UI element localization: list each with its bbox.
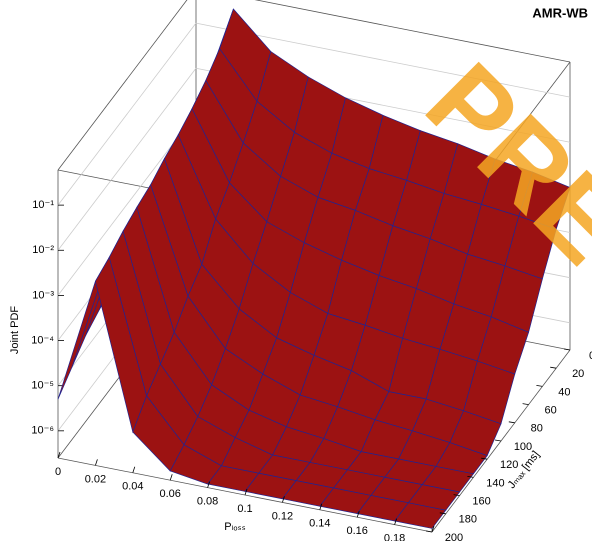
x-tick-label: 0.14 bbox=[309, 518, 330, 530]
x-tick-label: 0.16 bbox=[346, 525, 367, 537]
y-tick bbox=[563, 348, 571, 351]
grid-line bbox=[195, 22, 571, 98]
z-tick-label: 10⁻¹ bbox=[32, 199, 54, 211]
y-tick-label: 20 bbox=[572, 368, 584, 380]
x-tick-label: 0.06 bbox=[159, 488, 180, 500]
y-tick-label: 40 bbox=[558, 386, 570, 398]
y-tick bbox=[425, 530, 433, 533]
y-tick-label: 140 bbox=[486, 477, 504, 489]
surface bbox=[57, 8, 571, 529]
y-tick-label: 100 bbox=[514, 441, 532, 453]
x-tick bbox=[169, 474, 173, 481]
x-tick bbox=[282, 496, 285, 503]
y-tick-label: 60 bbox=[544, 405, 556, 417]
x-tick bbox=[431, 525, 435, 533]
x-tick-label: 0.08 bbox=[197, 496, 218, 508]
x-axis-label: Pₗₒₛₛ bbox=[224, 521, 246, 533]
box-edge bbox=[57, 0, 188, 171]
x-tick bbox=[394, 518, 397, 525]
surface-cell bbox=[393, 502, 447, 529]
y-tick bbox=[550, 366, 557, 369]
x-tick bbox=[207, 481, 210, 488]
x-tick-label: 0.2 bbox=[424, 540, 439, 541]
chart-title: AMR-WB bbox=[532, 5, 588, 20]
x-tick-label: 0.02 bbox=[85, 473, 106, 485]
y-tick bbox=[494, 439, 502, 442]
y-tick-label: 180 bbox=[459, 514, 477, 526]
z-tick-label: 10⁻⁴ bbox=[31, 334, 54, 346]
y-tick bbox=[522, 403, 529, 405]
y-tick-label: 80 bbox=[531, 423, 543, 435]
grid-line bbox=[57, 22, 197, 206]
x-tick-label: 0 bbox=[55, 466, 61, 478]
y-tick bbox=[439, 512, 446, 515]
z-tick-label: 10⁻⁵ bbox=[31, 380, 54, 392]
grid-line bbox=[57, 68, 197, 251]
x-tick bbox=[244, 488, 248, 496]
z-tick-label: 10⁻⁶ bbox=[31, 425, 54, 437]
y-tick bbox=[467, 476, 474, 478]
y-tick bbox=[453, 494, 460, 496]
x-tick-label: 0.04 bbox=[122, 481, 143, 493]
x-tick bbox=[356, 511, 360, 518]
x-tick-label: 0.18 bbox=[384, 533, 405, 541]
box-edge bbox=[254, 0, 571, 63]
x-tick bbox=[57, 451, 61, 459]
y-tick bbox=[536, 385, 543, 387]
z-tick-label: 10⁻² bbox=[32, 244, 54, 256]
y-tick-label: 200 bbox=[445, 532, 463, 541]
x-tick-label: 0.1 bbox=[237, 503, 252, 515]
y-tick bbox=[508, 421, 515, 424]
y-tick-label: 160 bbox=[472, 496, 490, 508]
y-tick bbox=[481, 457, 488, 460]
z-axis-label: Joint PDF bbox=[9, 306, 21, 355]
z-tick-label: 10⁻³ bbox=[32, 289, 54, 301]
y-tick-label: 120 bbox=[500, 459, 518, 471]
x-tick bbox=[132, 466, 136, 473]
x-tick bbox=[319, 503, 323, 510]
x-tick bbox=[95, 459, 98, 466]
x-tick-label: 0.12 bbox=[272, 510, 293, 522]
y-tick-label: 0 bbox=[589, 350, 592, 362]
